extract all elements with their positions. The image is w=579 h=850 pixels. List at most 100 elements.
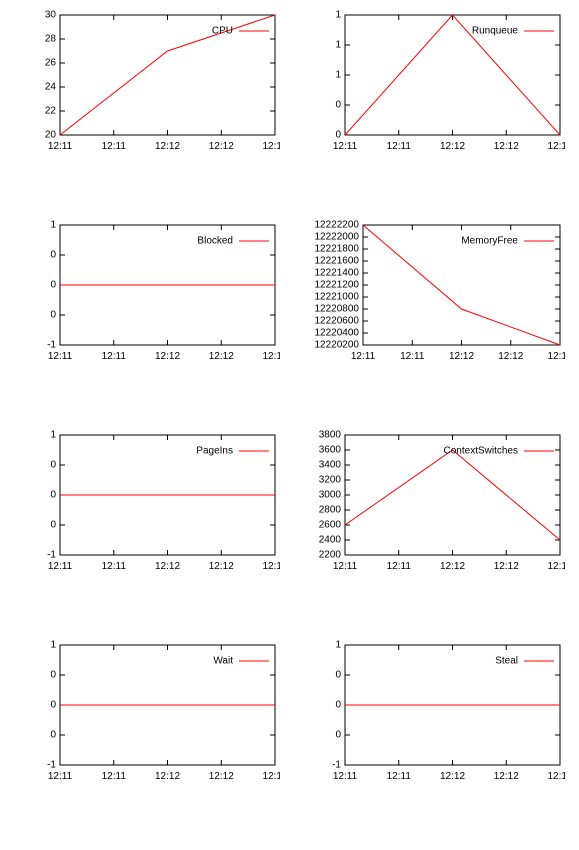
- plot-border: [345, 15, 560, 135]
- ytick-label: 12221000: [314, 292, 359, 303]
- ytick-label: 3000: [318, 490, 341, 501]
- ytick-label: 3600: [318, 445, 341, 456]
- ytick-label: 12222000: [314, 232, 359, 243]
- xtick-label: 12:11: [48, 141, 73, 152]
- ytick-label: 1: [335, 640, 341, 651]
- xtick-label: 12:11: [350, 351, 375, 362]
- legend-label: Steal: [495, 656, 518, 667]
- ytick-label: 24: [45, 82, 57, 93]
- xtick-label: 12:12: [155, 561, 180, 572]
- xtick-label: 12:12: [209, 351, 234, 362]
- xtick-label: 12:11: [48, 561, 73, 572]
- xtick-label: 12:12: [493, 141, 518, 152]
- xtick-label: 12:12: [498, 351, 523, 362]
- ytick-label: 2600: [318, 520, 341, 531]
- data-line: [345, 450, 560, 540]
- xtick-label: 12:12: [155, 351, 180, 362]
- ytick-label: 12221600: [314, 256, 359, 267]
- legend-label: CPU: [212, 26, 233, 37]
- ytick-label: 0: [50, 250, 56, 261]
- xtick-label: 12:12: [209, 771, 234, 782]
- xtick-label: 12:13: [262, 561, 280, 572]
- ytick-label: 12221800: [314, 244, 359, 255]
- xtick-label: 12:12: [493, 561, 518, 572]
- xtick-label: 12:11: [48, 351, 73, 362]
- ytick-label: 0: [50, 700, 56, 711]
- ytick-label: 3400: [318, 460, 341, 471]
- xtick-label: 12:13: [547, 141, 565, 152]
- chart-cpu: 20 22 24 26 28 30 12:11 12:11 12:12 12:12 12:13 CPU: [10, 10, 285, 170]
- ytick-label: 0: [335, 700, 341, 711]
- xtick-label: 12:11: [332, 771, 357, 782]
- legend-label: PageIns: [196, 446, 233, 457]
- ytick-label: -1: [47, 340, 56, 351]
- ytick-label: 1: [50, 220, 56, 231]
- ytick-label: -1: [47, 760, 56, 771]
- ytick-label: 2800: [318, 505, 341, 516]
- ytick-label: 0: [335, 670, 341, 681]
- xtick-label: 12:13: [262, 771, 280, 782]
- chart-contextswitches: 2200 2400 2600 2800 3000 3200 3400 3600 3800 12:1…: [295, 430, 570, 590]
- ytick-label: 1: [335, 40, 341, 51]
- xtick-label: 12:12: [155, 771, 180, 782]
- legend-label: Blocked: [197, 236, 233, 247]
- ytick-label: 1: [335, 10, 341, 21]
- xtick-label: 12:11: [386, 141, 411, 152]
- xtick-label: 12:13: [547, 561, 565, 572]
- ytick-label: 2400: [318, 535, 341, 546]
- chart-pageins: -1000112:1112:1112:1212:1212:13PageIns: [10, 430, 285, 590]
- xtick-label: 12:11: [332, 141, 357, 152]
- xtick-label: 12:13: [262, 141, 280, 152]
- ytick-label: 0: [50, 730, 56, 741]
- ytick-label: 26: [45, 58, 57, 69]
- data-line: [345, 15, 560, 135]
- xtick-label: 12:12: [439, 771, 464, 782]
- ytick-label: 12220200: [314, 340, 359, 351]
- plot-border: [60, 15, 275, 135]
- ytick-label: 3800: [318, 430, 341, 441]
- xtick-label: 12:12: [439, 561, 464, 572]
- ytick-label: 0: [50, 460, 56, 471]
- ytick-label: 30: [45, 10, 57, 21]
- xtick-label: 12:13: [547, 351, 565, 362]
- ytick-label: 2200: [318, 550, 341, 561]
- chart-blocked: -1000112:1112:1112:1212:1212:13Blocked: [10, 220, 285, 380]
- xtick-label: 12:12: [209, 561, 234, 572]
- xtick-label: 12:12: [155, 141, 180, 152]
- ytick-label: 0: [335, 130, 341, 141]
- ytick-label: 28: [45, 34, 57, 45]
- chart-runqueue: 0011112:1112:1112:1212:1212:13Runqueue: [295, 10, 570, 170]
- xtick-label: 12:11: [102, 561, 127, 572]
- xtick-label: 12:11: [102, 771, 127, 782]
- ytick-label: 20: [45, 130, 57, 141]
- chart-wait: -1000112:1112:1112:1212:1212:13Wait: [10, 640, 285, 800]
- xtick-label: 12:11: [48, 771, 73, 782]
- ytick-label: 12221400: [314, 268, 359, 279]
- ytick-label: 12222200: [314, 220, 359, 231]
- xtick-label: 12:12: [209, 141, 234, 152]
- ytick-label: 12221200: [314, 280, 359, 291]
- data-line: [60, 15, 275, 135]
- ytick-label: 12220800: [314, 304, 359, 315]
- chart-memoryfree: 1222020012220400122206001222080012221000…: [295, 220, 570, 380]
- xtick-label: 12:11: [102, 351, 127, 362]
- ytick-label: -1: [332, 760, 341, 771]
- xtick-label: 12:11: [102, 141, 127, 152]
- ytick-label: 0: [50, 280, 56, 291]
- xtick-label: 12:12: [439, 141, 464, 152]
- ytick-label: 3200: [318, 475, 341, 486]
- ytick-label: 0: [335, 100, 341, 111]
- xtick-label: 12:12: [493, 771, 518, 782]
- ytick-label: -1: [47, 550, 56, 561]
- xtick-label: 12:11: [400, 351, 425, 362]
- xtick-label: 12:13: [547, 771, 565, 782]
- legend-label: MemoryFree: [461, 236, 518, 247]
- ytick-label: 12220400: [314, 328, 359, 339]
- legend-label: Wait: [213, 656, 233, 667]
- xtick-label: 12:12: [448, 351, 473, 362]
- xtick-label: 12:11: [386, 771, 411, 782]
- chart-steal: -1000112:1112:1112:1212:1212:13Steal: [295, 640, 570, 800]
- ytick-label: 0: [50, 670, 56, 681]
- ytick-label: 22: [45, 106, 57, 117]
- ytick-label: 1: [335, 70, 341, 81]
